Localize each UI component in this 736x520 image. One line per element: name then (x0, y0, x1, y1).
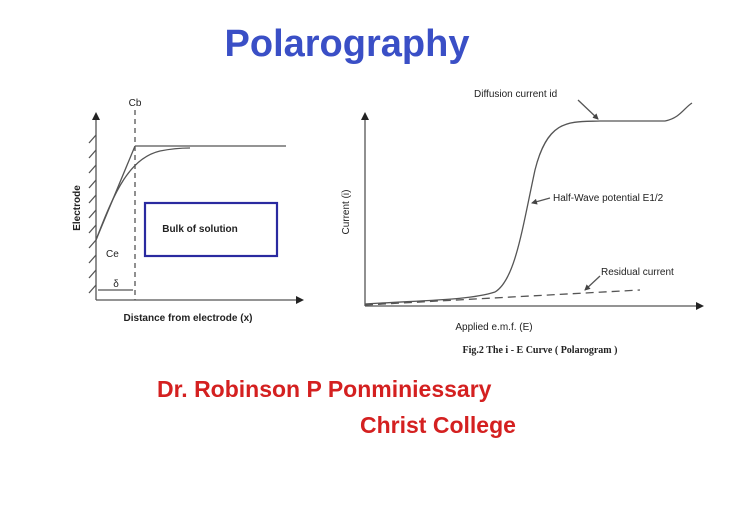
slide-title: Polarography (225, 23, 470, 65)
annotation: Residual current (601, 267, 674, 278)
leader (584, 275, 601, 291)
y-axis-label: Current (i) (341, 189, 352, 234)
y-axis-label: Electrode (72, 185, 83, 231)
annotation: Diffusion current id (474, 89, 557, 100)
author-college: Christ College (360, 412, 516, 438)
electrode-hatch (88, 134, 97, 294)
box-label: Bulk of solution (162, 224, 238, 235)
annotation: Half-Wave potential E1/2 (553, 193, 664, 204)
cb-label: Cb (129, 98, 142, 109)
polarogram: Diffusion current id Half-Wave potential… (341, 89, 704, 356)
delta-label: δ (113, 279, 119, 290)
x-axis-label: Applied e.m.f. (E) (455, 322, 532, 333)
residual-line (364, 289, 641, 306)
bulk-box (143, 201, 279, 258)
leader (531, 197, 551, 205)
diffusion-layer-diagram: Cb Electrode Ce δ Bulk of solution Dista… (72, 98, 304, 324)
leader (577, 99, 599, 120)
ce-label: Ce (106, 249, 119, 260)
caption: Fig.2 The i - E Curve ( Polarogram ) (463, 345, 618, 356)
polarogram-curve (364, 102, 693, 305)
author-name: Dr. Robinson P Ponminiessary (157, 376, 492, 402)
curved-profile (95, 147, 191, 241)
x-axis-label: Distance from electrode (x) (124, 313, 253, 324)
